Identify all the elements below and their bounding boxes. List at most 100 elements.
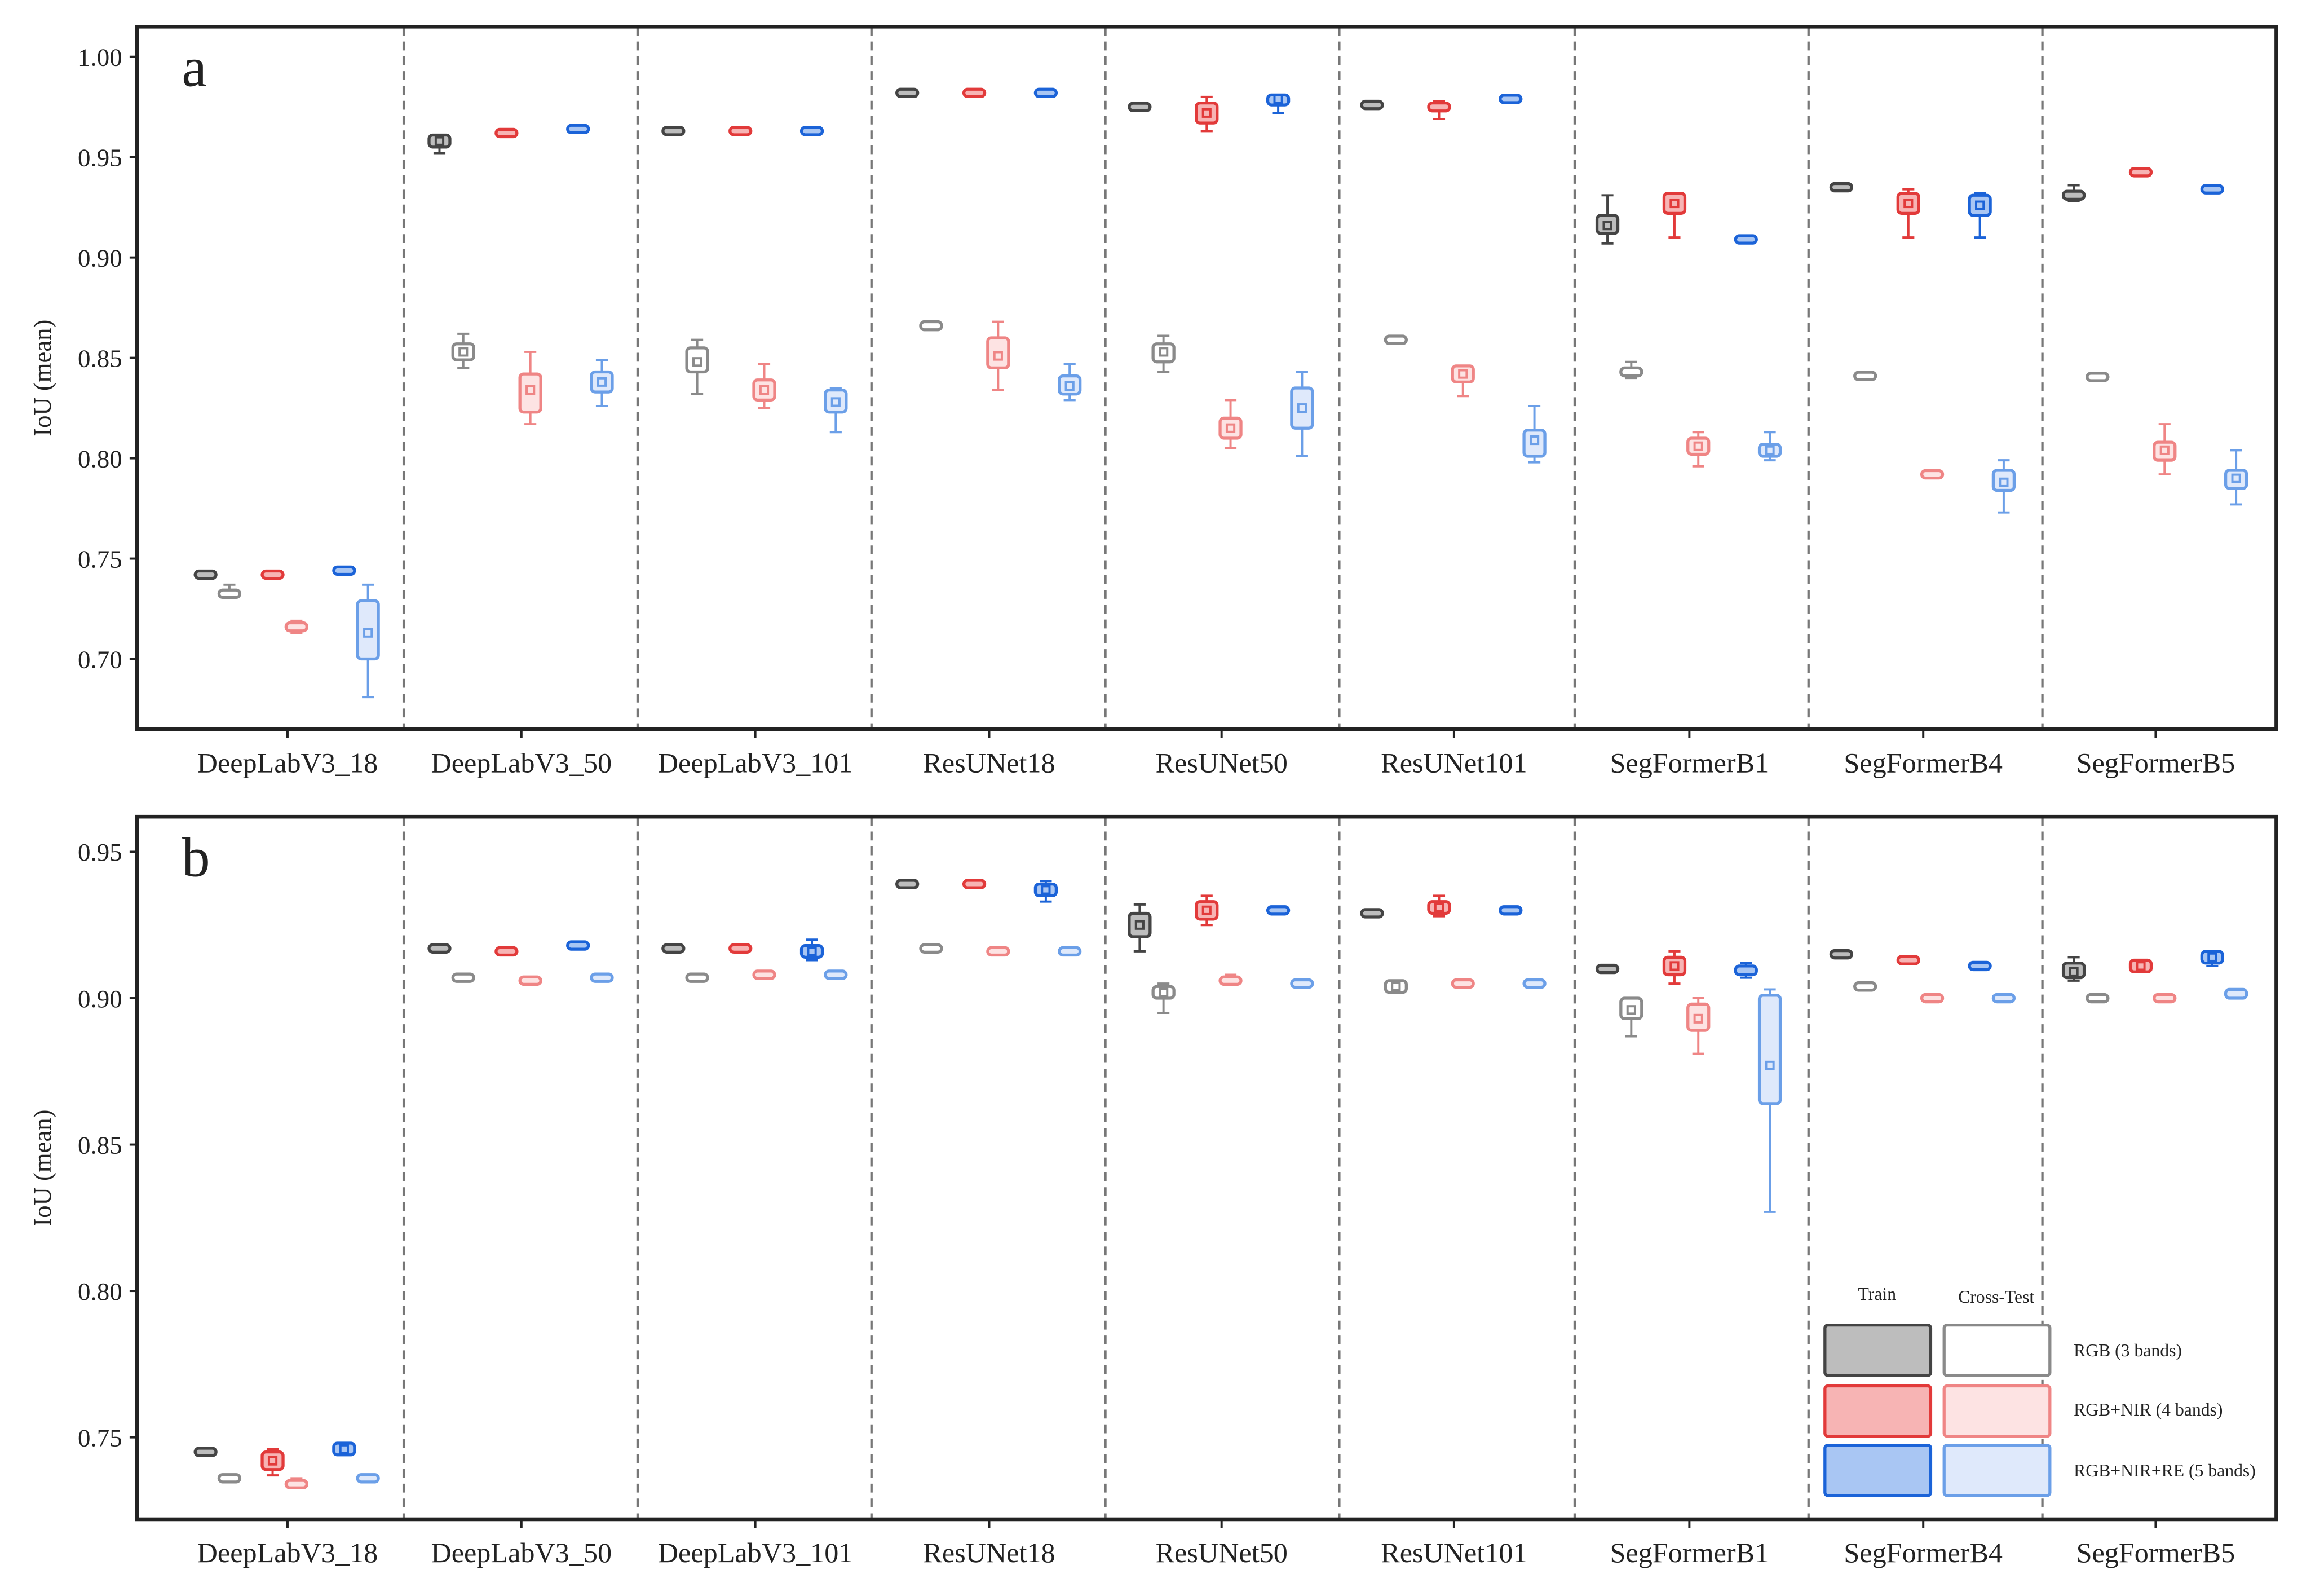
x-tick-label: SegFormerB4 xyxy=(1844,747,2003,778)
legend-row-rgb: RGB (3 bands) xyxy=(2074,1341,2182,1360)
box-ResUNet50-4 xyxy=(1266,905,1291,916)
box xyxy=(986,946,1010,957)
box-DeepLabV3_50-3 xyxy=(518,350,542,426)
box-SegFormerB1-5 xyxy=(1757,431,1782,462)
box xyxy=(1853,981,1877,992)
box xyxy=(260,569,285,580)
box xyxy=(427,133,452,149)
box xyxy=(895,87,920,98)
box-SegFormerB4-2 xyxy=(1896,188,1920,239)
box-DeepLabV3_18-5 xyxy=(356,583,380,699)
box-ResUNet101-3 xyxy=(1451,978,1475,989)
box xyxy=(193,1447,218,1457)
box-SegFormerB1-5 xyxy=(1757,988,1782,1213)
box-ResUNet18-1 xyxy=(919,320,943,332)
panel-b: 0.75 0.80 0.85 0.90 0.95 IoU (mean) b DeepLabV3… xyxy=(28,814,2278,1568)
mean-marker xyxy=(434,136,445,146)
plot-frame xyxy=(135,814,2278,1522)
box xyxy=(1896,192,1920,215)
box-DeepLabV3_50-1 xyxy=(451,332,475,369)
box xyxy=(2224,469,2248,490)
legend-swatch xyxy=(1823,1324,1933,1377)
box xyxy=(1033,882,1058,897)
box xyxy=(1662,955,1687,977)
y-tick-label: 0.85 xyxy=(78,344,122,372)
x-tick-label: ResUNet18 xyxy=(923,747,1055,778)
box-SegFormerB5-2 xyxy=(2128,958,2153,973)
panel-letter: a xyxy=(182,36,207,99)
box-SegFormerB5-0 xyxy=(2061,184,2086,202)
box-DeepLabV3_101-0 xyxy=(661,126,686,136)
box xyxy=(1896,955,1920,965)
box-DeepLabV3_50-3 xyxy=(518,975,542,986)
plot-frame xyxy=(135,25,2278,731)
box xyxy=(895,879,920,889)
box-ResUNet101-2 xyxy=(1427,894,1451,918)
y-tick-label: 0.75 xyxy=(78,545,122,573)
box-SegFormerB1-3 xyxy=(1686,431,1711,468)
box-ResUNet101-5 xyxy=(1522,978,1547,989)
mean-marker xyxy=(2231,473,2241,483)
box xyxy=(1853,371,1877,381)
box xyxy=(2061,189,2086,201)
legend-row-rgb-nir-re: RGB+NIR+RE (5 bands) xyxy=(2074,1461,2256,1480)
x-tick-label: DeepLabV3_50 xyxy=(431,1537,612,1568)
box xyxy=(1151,342,1176,364)
box xyxy=(1991,469,2016,492)
mean-marker xyxy=(993,351,1003,361)
box xyxy=(193,569,218,580)
box xyxy=(1595,214,1620,235)
mean-marker xyxy=(1064,381,1075,391)
box-ResUNet18-4 xyxy=(1033,880,1058,903)
box xyxy=(799,126,824,136)
box-DeepLabV3_18-1 xyxy=(217,1473,242,1484)
box-SegFormerB5-5 xyxy=(2224,987,2248,1000)
mean-marker xyxy=(2207,952,2217,962)
mean-marker xyxy=(458,347,469,357)
mean-marker xyxy=(2159,445,2170,455)
box-DeepLabV3_50-4 xyxy=(566,940,590,951)
box xyxy=(1734,234,1758,245)
box-ResUNet101-1 xyxy=(1384,334,1408,345)
box xyxy=(824,388,848,414)
box-DeepLabV3_18-2 xyxy=(260,569,285,580)
box xyxy=(1218,975,1243,986)
box xyxy=(590,370,614,394)
box xyxy=(451,342,475,361)
box xyxy=(590,972,614,983)
box-ResUNet50-2 xyxy=(1195,95,1219,133)
box-DeepLabV3_101-1 xyxy=(685,338,709,395)
box-ResUNet50-1 xyxy=(1151,334,1176,373)
box-ResUNet18-0 xyxy=(895,879,920,889)
box-SegFormerB4-2 xyxy=(1896,955,1920,965)
box-SegFormerB1-2 xyxy=(1662,192,1687,239)
box-SegFormerB4-1 xyxy=(1853,371,1877,381)
box-ResUNet101-4 xyxy=(1499,94,1523,104)
x-tick-label: SegFormerB4 xyxy=(1844,1537,2003,1568)
mean-marker xyxy=(1602,221,1612,231)
box xyxy=(1757,994,1782,1105)
box xyxy=(451,972,475,983)
mean-marker xyxy=(1391,981,1401,991)
box-DeepLabV3_101-3 xyxy=(752,969,776,980)
box xyxy=(260,1450,285,1471)
box xyxy=(1686,436,1711,456)
mean-marker xyxy=(1458,369,1468,379)
mean-marker xyxy=(1225,423,1236,433)
box-ResUNet101-3 xyxy=(1451,364,1475,398)
box-DeepLabV3_18-4 xyxy=(332,1441,356,1457)
y-tick-label: 0.85 xyxy=(78,1131,122,1159)
box-SegFormerB5-3 xyxy=(2153,423,2177,476)
mean-marker xyxy=(830,397,841,407)
mean-marker xyxy=(2069,967,2079,977)
box-DeepLabV3_101-4 xyxy=(799,126,824,136)
box-SegFormerB4-1 xyxy=(1853,981,1877,992)
box xyxy=(2128,958,2153,973)
mean-marker xyxy=(363,628,373,638)
box xyxy=(2128,167,2153,178)
mean-marker xyxy=(1626,1005,1636,1015)
panel-letter: b xyxy=(182,826,210,889)
box xyxy=(1757,443,1782,458)
box xyxy=(1734,964,1758,977)
